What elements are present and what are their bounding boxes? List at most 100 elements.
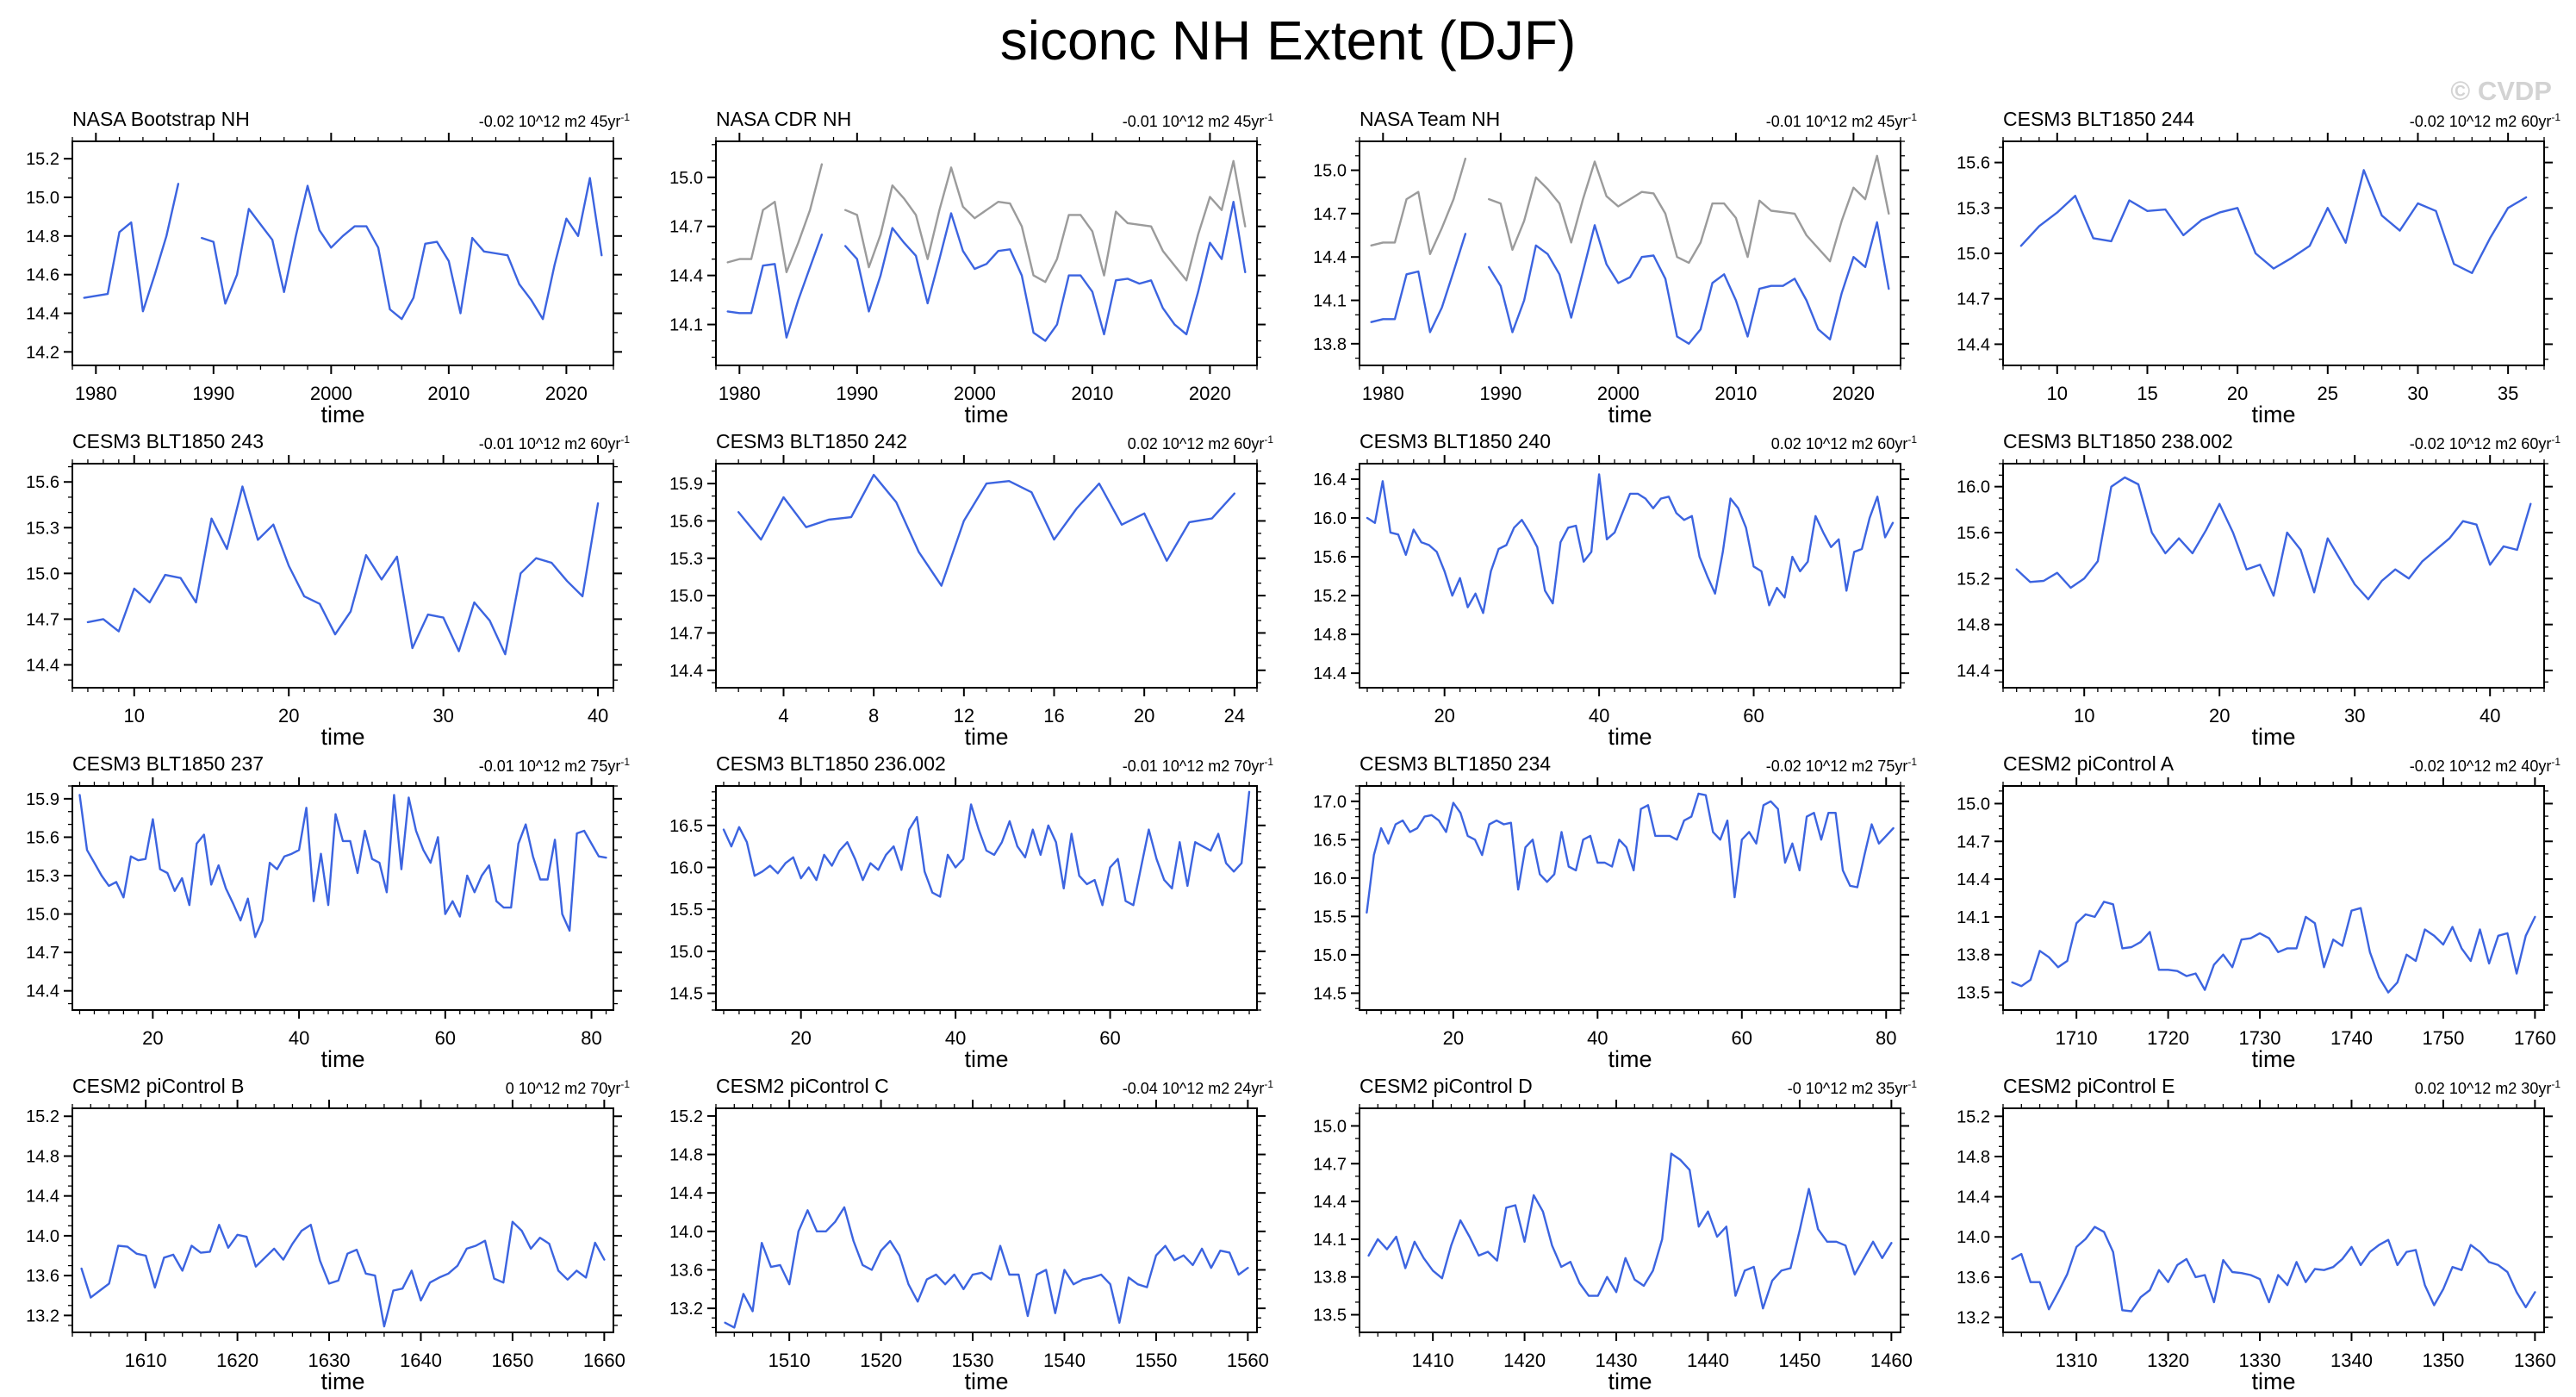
svg-text:13.6: 13.6 — [1957, 1269, 1990, 1288]
chart-panel: CESM2 piControl D -0 10^12 m2 35yr-1 13.… — [1287, 1069, 1931, 1394]
trend-value: -0.02 10^12 m2 40yr — [2409, 758, 2552, 775]
timeseries-plot: 14.2 14.4 14.6 14.8 15.0 15.2 1980 1990 2000 2010… — [26, 133, 622, 427]
svg-text:14.4: 14.4 — [26, 656, 59, 675]
svg-text:1660: 1660 — [583, 1350, 625, 1371]
svg-text:14.4: 14.4 — [26, 982, 59, 1001]
svg-text:17.0: 17.0 — [1313, 793, 1347, 812]
svg-text:time: time — [2251, 402, 2295, 424]
svg-text:1410: 1410 — [1412, 1350, 1454, 1371]
panel-title: CESM3 BLT1850 237 — [72, 752, 264, 775]
panel-title: CESM2 piControl A — [2003, 752, 2175, 775]
svg-text:2010: 2010 — [427, 383, 470, 404]
svg-text:14.5: 14.5 — [669, 985, 703, 1004]
trend-exponent: -1 — [2551, 756, 2560, 768]
chart-panel: CESM3 BLT1850 234 -0.02 10^12 m2 75yr-1 … — [1287, 746, 1931, 1072]
panel-title: NASA Team NH — [1360, 108, 1501, 130]
timeseries-plot: 14.4 14.8 15.2 15.6 16.0 10 20 30 40 time — [1957, 455, 2553, 750]
line-blue — [722, 790, 1251, 907]
chart-panel: CESM3 BLT1850 244 -0.02 10^12 m2 60yr-1 … — [1931, 102, 2574, 427]
svg-text:time: time — [1608, 1369, 1652, 1391]
trend-value: -0.01 10^12 m2 70yr — [1122, 758, 1265, 775]
trend-annotation: 0.02 10^12 m2 60yr-1 — [1128, 433, 1273, 453]
svg-text:30: 30 — [432, 705, 453, 727]
svg-text:13.5: 13.5 — [1313, 1307, 1347, 1325]
svg-text:60: 60 — [1732, 1027, 1752, 1049]
timeseries-plot: 14.1 14.4 14.7 15.0 1980 1990 2000 2010 2020 time — [669, 133, 1266, 427]
trend-annotation: -0.02 10^12 m2 60yr-1 — [2410, 111, 2560, 131]
svg-text:14.7: 14.7 — [669, 218, 703, 237]
svg-text:15.5: 15.5 — [669, 901, 703, 920]
svg-text:16.0: 16.0 — [1957, 478, 1990, 497]
svg-text:13.8: 13.8 — [1957, 946, 1990, 965]
panel-title: CESM3 BLT1850 236.002 — [716, 752, 946, 775]
svg-text:1540: 1540 — [1043, 1350, 1086, 1371]
svg-text:35: 35 — [2498, 383, 2518, 404]
line-blue — [80, 1220, 606, 1328]
svg-text:2020: 2020 — [1832, 383, 1875, 404]
svg-text:14.8: 14.8 — [26, 228, 59, 246]
svg-text:1430: 1430 — [1596, 1350, 1638, 1371]
svg-text:80: 80 — [581, 1027, 601, 1049]
svg-text:15.0: 15.0 — [669, 587, 703, 606]
svg-text:14.4: 14.4 — [1957, 1188, 1990, 1207]
svg-text:20: 20 — [2209, 705, 2230, 727]
timeseries-plot: 14.5 15.0 15.5 16.0 16.5 17.0 20 40 60 80 time — [1313, 777, 1909, 1072]
svg-text:15.0: 15.0 — [669, 943, 703, 962]
svg-text:13.6: 13.6 — [669, 1261, 703, 1280]
chart-panel: CESM3 BLT1850 237 -0.01 10^12 m2 75yr-1 … — [0, 746, 644, 1072]
svg-text:15.0: 15.0 — [669, 169, 703, 188]
trend-exponent: -1 — [1907, 1078, 1917, 1090]
svg-text:14.7: 14.7 — [26, 944, 59, 963]
panel-header: CESM3 BLT1850 240 0.02 10^12 m2 60yr-1 — [1360, 429, 1917, 453]
trend-exponent: -1 — [2551, 111, 2560, 123]
chart-panel: CESM3 BLT1850 243 -0.01 10^12 m2 60yr-1 … — [0, 424, 644, 750]
trend-value: -0.02 10^12 m2 75yr — [1765, 758, 1908, 775]
svg-text:15.2: 15.2 — [26, 1107, 59, 1126]
line-blue — [86, 485, 600, 656]
svg-text:13.5: 13.5 — [1957, 984, 1990, 1003]
svg-text:1440: 1440 — [1687, 1350, 1729, 1371]
svg-text:16.0: 16.0 — [669, 858, 703, 877]
svg-text:10: 10 — [2074, 705, 2094, 727]
svg-text:time: time — [964, 1046, 1008, 1069]
timeseries-plot: 14.4 14.7 15.0 15.3 15.6 15.9 20 40 60 80 time — [26, 777, 622, 1072]
timeseries-plot: 13.2 13.6 14.0 14.4 14.8 15.2 1310 1320 1330 1340… — [1957, 1100, 2556, 1394]
svg-text:13.6: 13.6 — [26, 1267, 59, 1286]
svg-text:14.4: 14.4 — [1957, 870, 1990, 889]
svg-text:1460: 1460 — [1870, 1350, 1913, 1371]
svg-text:14.7: 14.7 — [1313, 1155, 1347, 1174]
svg-text:14.1: 14.1 — [1313, 292, 1347, 311]
svg-text:14.0: 14.0 — [669, 1223, 703, 1242]
svg-text:30: 30 — [2344, 705, 2365, 727]
panel-title: CESM3 BLT1850 242 — [716, 430, 908, 452]
cvdp-watermark: © CVDP — [2450, 76, 2552, 106]
svg-text:14.8: 14.8 — [1957, 1148, 1990, 1167]
svg-text:40: 40 — [1587, 1027, 1608, 1049]
timeseries-plot: 13.5 13.8 14.1 14.4 14.7 15.0 1710 1720 1730 1740… — [1957, 777, 2556, 1072]
svg-text:14.0: 14.0 — [26, 1227, 59, 1246]
line-blue — [737, 473, 1235, 587]
trend-annotation: -0.01 10^12 m2 45yr-1 — [1766, 111, 1917, 131]
svg-text:15.2: 15.2 — [669, 1107, 703, 1126]
panel-header: CESM3 BLT1850 238.002 -0.02 10^12 m2 60y… — [2003, 429, 2560, 453]
trend-annotation: 0.02 10^12 m2 60yr-1 — [1771, 433, 1917, 453]
svg-text:15.9: 15.9 — [669, 475, 703, 494]
svg-text:14.0: 14.0 — [1957, 1228, 1990, 1247]
line-blue — [2019, 169, 2528, 274]
svg-text:15: 15 — [2137, 383, 2157, 404]
trend-annotation: -0.04 10^12 m2 24yr-1 — [1123, 1078, 1273, 1098]
svg-text:time: time — [964, 1369, 1008, 1391]
svg-text:time: time — [964, 402, 1008, 424]
svg-text:time: time — [320, 402, 364, 424]
panel-title: CESM3 BLT1850 238.002 — [2003, 430, 2233, 452]
svg-text:2020: 2020 — [545, 383, 588, 404]
timeseries-plot: 13.2 13.6 14.0 14.4 14.8 15.2 1610 1620 1630 1640… — [26, 1100, 625, 1394]
svg-text:15.3: 15.3 — [669, 550, 703, 569]
trend-annotation: -0 10^12 m2 35yr-1 — [1788, 1078, 1917, 1098]
svg-text:40: 40 — [945, 1027, 966, 1049]
svg-text:13.2: 13.2 — [1957, 1309, 1990, 1328]
svg-text:1550: 1550 — [1135, 1350, 1177, 1371]
svg-text:14.4: 14.4 — [26, 1188, 59, 1207]
panel-title: NASA CDR NH — [716, 108, 852, 130]
trend-value: 0.02 10^12 m2 30yr — [2414, 1080, 2552, 1097]
